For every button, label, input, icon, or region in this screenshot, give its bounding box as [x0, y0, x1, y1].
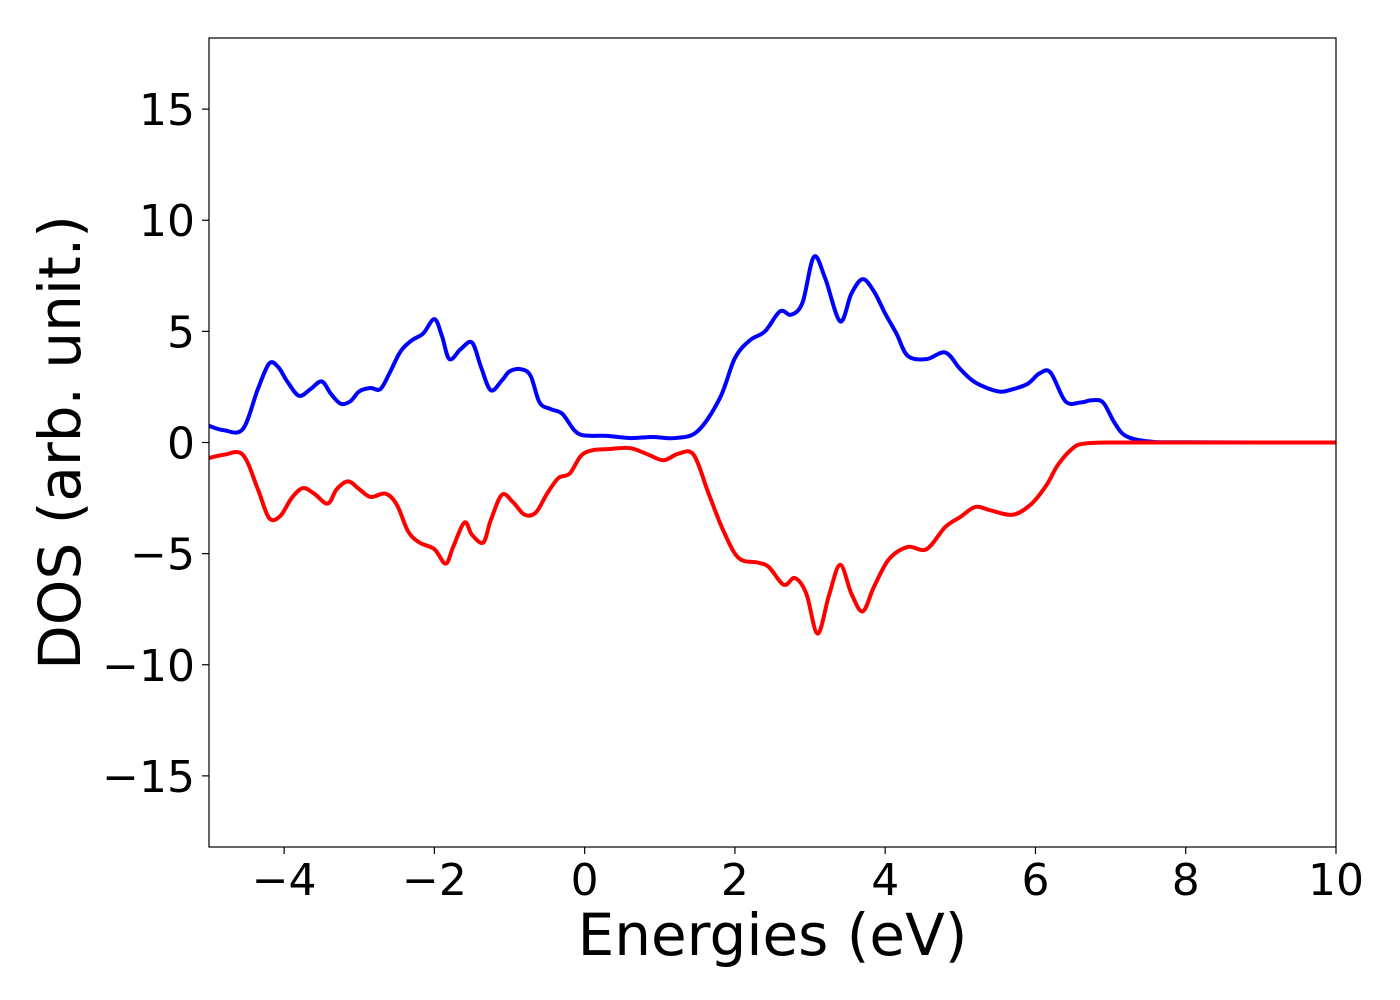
y-tick-label: 5 — [167, 307, 195, 358]
x-tick-label: −4 — [252, 855, 317, 906]
x-tick-label: −2 — [402, 855, 467, 906]
dos-line-red — [209, 440, 1336, 636]
y-tick-label: 0 — [167, 419, 195, 470]
y-axis-label: DOS (arb. unit.) — [26, 215, 94, 670]
x-tick-label: 2 — [721, 855, 749, 906]
x-tick-label: 4 — [871, 855, 899, 906]
tick-layer: −4 −2 0 2 4 6 8 10 −15 −10 −5 0 5 10 15 — [102, 85, 1364, 906]
y-tick-label: −15 — [102, 752, 195, 803]
series-layer — [209, 254, 1336, 636]
plot-frame — [208, 37, 1337, 848]
x-axis-label: Energies (eV) — [578, 901, 968, 969]
x-tick-label: 6 — [1021, 855, 1049, 906]
dos-line-blue — [209, 254, 1336, 445]
y-tick-label: 15 — [139, 85, 195, 136]
x-tick-label: 10 — [1308, 855, 1364, 906]
y-tick-label: −10 — [102, 641, 195, 692]
y-tick-label: −5 — [130, 530, 195, 581]
x-tick-label: 0 — [571, 855, 599, 906]
y-tick-label: 10 — [139, 196, 195, 247]
x-tick-label: 8 — [1172, 855, 1200, 906]
